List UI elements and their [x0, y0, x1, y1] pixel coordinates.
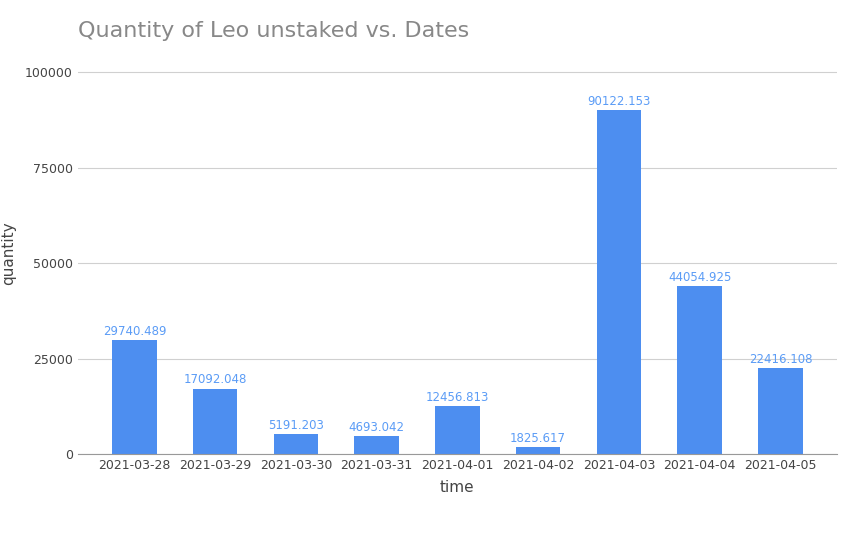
Text: 12456.813: 12456.813 [425, 391, 489, 404]
Text: Quantity of Leo unstaked vs. Dates: Quantity of Leo unstaked vs. Dates [78, 21, 469, 41]
Bar [112, 341, 156, 454]
Bar [274, 434, 318, 454]
Text: 4693.042: 4693.042 [349, 421, 405, 434]
Text: 5191.203: 5191.203 [268, 419, 324, 432]
Text: 29740.489: 29740.489 [103, 325, 167, 338]
Bar [193, 389, 237, 454]
Text: 17092.048: 17092.048 [184, 373, 247, 387]
Bar [516, 447, 560, 454]
Text: 44054.925: 44054.925 [668, 271, 731, 284]
Bar [759, 368, 803, 454]
Bar [435, 406, 480, 454]
Y-axis label: quantity: quantity [2, 222, 16, 286]
Bar [596, 110, 641, 454]
Text: 22416.108: 22416.108 [748, 353, 812, 366]
Bar [355, 436, 399, 454]
Bar [677, 286, 721, 454]
Text: 90122.153: 90122.153 [587, 95, 651, 108]
X-axis label: time: time [440, 480, 475, 495]
Text: 1825.617: 1825.617 [510, 431, 566, 445]
